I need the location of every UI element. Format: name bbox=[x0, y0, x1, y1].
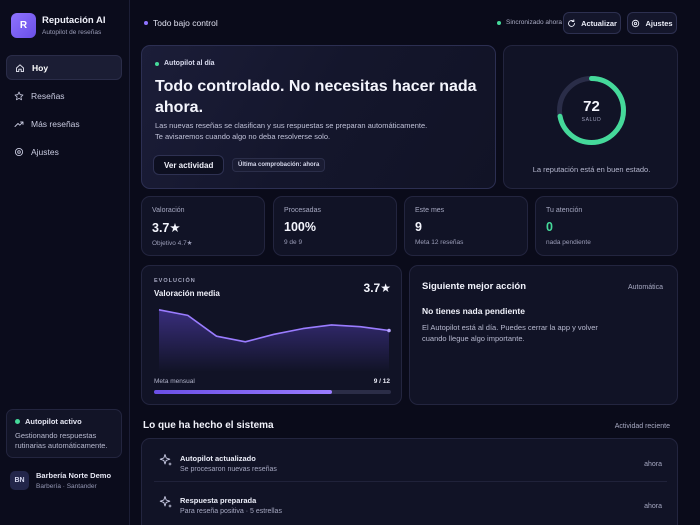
health-value: 72 bbox=[583, 98, 600, 115]
trending-up-icon bbox=[14, 119, 24, 129]
sidebar-item-resenas[interactable]: Reseñas bbox=[6, 83, 122, 108]
stat-card-attention: Tu atención 0 nada pendiente bbox=[535, 196, 678, 256]
stat-label: Tu atención bbox=[546, 207, 583, 214]
user-profile[interactable]: BN Barbería Norte Demo Barbería · Santan… bbox=[10, 471, 111, 490]
meta-label: Meta mensual bbox=[154, 378, 195, 385]
next-action-card: Siguiente mejor acción Automática No tie… bbox=[409, 265, 678, 405]
health-ring bbox=[557, 76, 626, 145]
health-caption: La reputación está en buen estado. bbox=[532, 165, 651, 174]
settings-button[interactable]: Ajustes bbox=[627, 12, 677, 34]
sidebar-item-label: Ajustes bbox=[31, 146, 59, 157]
divider bbox=[154, 481, 667, 482]
brand-subtitle: Autopilot de reseñas bbox=[42, 29, 102, 36]
chart-series-line bbox=[158, 309, 390, 343]
sidebar-item-hoy[interactable]: Hoy bbox=[6, 55, 122, 80]
stat-label: Valoración bbox=[152, 207, 185, 214]
sparkle-icon bbox=[159, 496, 172, 508]
sidebar-item-label: Reseñas bbox=[31, 90, 65, 101]
sidebar-item-mas-resenas[interactable]: Más reseñas bbox=[6, 111, 122, 136]
evolution-card: EVOLUCIÓN Valoración media 3.7★ Meta men… bbox=[141, 265, 402, 405]
refresh-button-label: Actualizar bbox=[581, 18, 617, 28]
page-title: Todo bajo control bbox=[144, 18, 218, 28]
hero-status: Autopilot al día bbox=[155, 60, 215, 67]
title-dot bbox=[144, 21, 148, 25]
meta-progress-fill bbox=[154, 390, 332, 394]
user-subtitle: Barbería · Santander bbox=[36, 483, 97, 490]
stat-value: 3.7★ bbox=[152, 221, 181, 235]
meta-value: 9 / 12 bbox=[373, 378, 390, 385]
user-name: Barbería Norte Demo bbox=[36, 471, 112, 480]
brand-logo: R bbox=[11, 13, 36, 38]
home-icon bbox=[15, 63, 25, 73]
star-icon bbox=[14, 91, 24, 101]
status-dot bbox=[15, 419, 20, 424]
activity-sub: Para reseña positiva · 5 estrellas bbox=[180, 508, 282, 515]
sync-status: Sincronizado ahora bbox=[497, 19, 562, 26]
next-action-text: El Autopilot está al día. Puedes cerrar … bbox=[422, 323, 598, 344]
activity-sub: Se procesaron nuevas reseñas bbox=[180, 466, 277, 473]
gear-icon bbox=[14, 147, 24, 157]
evolution-value: 3.7★ bbox=[363, 281, 391, 295]
list-item[interactable]: Autopilot actualizado Se procesaron nuev… bbox=[142, 442, 679, 482]
activity-section-tag: Actividad reciente bbox=[614, 423, 670, 430]
activity-time: ahora bbox=[644, 461, 662, 468]
stat-sub: Meta 12 reseñas bbox=[415, 239, 464, 246]
refresh-button[interactable]: Actualizar bbox=[563, 12, 621, 34]
meta-progress-bar bbox=[154, 390, 391, 394]
stat-card-rating: Valoración 3.7★ Objetivo 4.7★ bbox=[141, 196, 265, 256]
sidebar: R Reputación AI Autopilot de reseñas Hoy… bbox=[0, 0, 130, 525]
brand-title: Reputación AI bbox=[42, 15, 106, 26]
hero-status-text: Autopilot al día bbox=[164, 60, 215, 67]
next-action-tag: Automática bbox=[627, 284, 663, 291]
sidebar-item-label: Hoy bbox=[32, 62, 49, 73]
refresh-icon bbox=[568, 18, 575, 27]
stat-value: 9 bbox=[415, 220, 422, 234]
page-title-text: Todo bajo control bbox=[153, 18, 218, 28]
health-card: 72 SALUD La reputación está en buen esta… bbox=[503, 45, 678, 189]
stat-card-processed: Procesadas 100% 9 de 9 bbox=[273, 196, 397, 256]
last-check-chip: Última comprobación: ahora bbox=[232, 158, 326, 172]
gear-icon bbox=[632, 19, 640, 27]
activity-time: ahora bbox=[644, 503, 662, 510]
activity-title: Autopilot actualizado bbox=[180, 454, 256, 463]
evolution-kicker: EVOLUCIÓN bbox=[154, 278, 196, 284]
hero-description: Las nuevas reseñas se clasifican y sus r… bbox=[155, 121, 485, 143]
autopilot-text: Gestionando respuestas rutinarias automá… bbox=[15, 431, 108, 451]
sidebar-item-ajustes[interactable]: Ajustes bbox=[6, 139, 122, 164]
avatar: BN bbox=[10, 471, 29, 490]
list-item[interactable]: Respuesta preparada Para reseña positiva… bbox=[142, 484, 679, 524]
chart-point bbox=[387, 328, 391, 333]
activity-section-title: Lo que ha hecho el sistema bbox=[143, 420, 274, 431]
stat-card-this-month: Este mes 9 Meta 12 reseñas bbox=[404, 196, 528, 256]
stat-label: Este mes bbox=[415, 207, 445, 214]
hero-description-line: Te avisaremos cuando algo no deba resolv… bbox=[155, 131, 331, 141]
brand[interactable]: R Reputación AI Autopilot de reseñas bbox=[11, 13, 106, 38]
stat-label: Procesadas bbox=[284, 207, 321, 214]
hero-description-line: Las nuevas reseñas se clasifican y sus r… bbox=[155, 121, 428, 130]
next-action-title: Siguiente mejor acción bbox=[422, 281, 526, 292]
stat-value: 0 bbox=[546, 220, 553, 234]
view-activity-button[interactable]: Ver actividad bbox=[153, 155, 225, 175]
evolution-title: Valoración media bbox=[154, 289, 220, 298]
activity-title: Respuesta preparada bbox=[180, 496, 257, 505]
settings-button-label: Ajustes bbox=[645, 18, 673, 28]
stat-sub: 9 de 9 bbox=[284, 239, 303, 246]
sparkle-icon bbox=[159, 454, 172, 466]
next-action-heading: No tienes nada pendiente bbox=[422, 306, 525, 316]
autopilot-title: Autopilot activo bbox=[25, 417, 82, 426]
health-label: SALUD bbox=[581, 117, 602, 123]
activity-list: Autopilot actualizado Se procesaron nuev… bbox=[141, 438, 678, 525]
sidebar-item-label: Más reseñas bbox=[31, 118, 80, 129]
topbar: Todo bajo control Sincronizado ahora Act… bbox=[130, 0, 700, 45]
status-dot bbox=[155, 61, 159, 66]
sync-status-text: Sincronizado ahora bbox=[506, 19, 563, 26]
hero-title: Todo controlado. No necesitas hacer nada… bbox=[155, 78, 477, 116]
autopilot-status-card: Autopilot activo Gestionando respuestas … bbox=[6, 409, 122, 458]
rating-chart bbox=[158, 309, 391, 372]
stat-value: 100% bbox=[284, 220, 316, 234]
stat-sub: Objetivo 4.7★ bbox=[152, 240, 193, 247]
stat-sub: nada pendiente bbox=[546, 239, 591, 246]
sync-dot bbox=[497, 20, 501, 25]
sidebar-nav: Hoy Reseñas Más reseñas Ajustes bbox=[6, 55, 122, 167]
